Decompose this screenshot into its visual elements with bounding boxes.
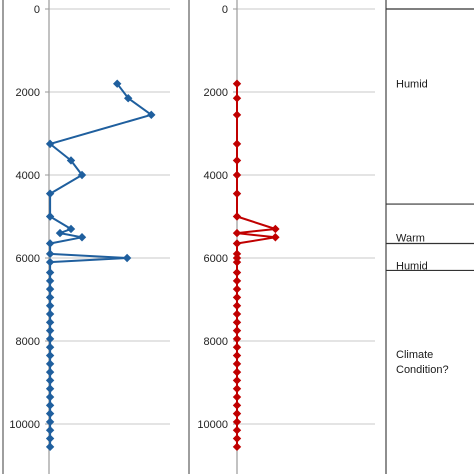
data-point-marker: [232, 367, 242, 377]
zone-label: Humid: [396, 78, 428, 90]
y-tick-label: 8000: [204, 336, 228, 348]
zone-label: Humid: [396, 260, 428, 272]
y-tick-label: 6000: [204, 253, 228, 265]
data-point-marker: [45, 249, 55, 259]
y-tick-label: 10000: [197, 419, 228, 431]
data-point-marker: [232, 257, 242, 267]
data-point-marker: [45, 257, 55, 267]
series-line: [49, 83, 153, 447]
y-tick-label: 6000: [16, 253, 40, 265]
data-point-marker: [232, 401, 242, 410]
y-tick-label: 2000: [204, 87, 228, 99]
data-point-marker: [232, 417, 242, 427]
data-point-marker: [45, 367, 55, 377]
data-point-marker: [232, 293, 242, 302]
data-point-marker: [77, 170, 87, 180]
data-point-marker: [271, 233, 280, 242]
data-point-marker: [45, 284, 55, 294]
data-point-marker: [45, 343, 55, 352]
data-point-marker: [55, 228, 65, 238]
data-point-marker: [45, 384, 55, 393]
y-tick-label: 8000: [16, 336, 40, 348]
y-tick-label: 4000: [16, 170, 40, 182]
data-point-marker: [113, 79, 122, 88]
data-point-marker: [124, 94, 133, 103]
data-point-marker: [232, 343, 242, 352]
panel-frames: [2, 0, 387, 474]
data-point-marker: [45, 359, 55, 369]
data-point-marker: [45, 139, 55, 149]
data-point-marker: [232, 276, 242, 286]
data-point-marker: [66, 156, 76, 165]
data-point-marker: [232, 326, 242, 335]
data-point-marker: [232, 228, 242, 238]
climate-zones: Humid Warm Humid Climate Condition?: [386, 8, 474, 376]
axis-lines: [45, 0, 238, 474]
data-point-marker: [232, 318, 242, 327]
y-tick-label: 2000: [16, 87, 40, 99]
data-point-marker: [271, 224, 280, 234]
series-group: [45, 79, 280, 452]
data-point-marker: [45, 426, 55, 435]
y-tick-label: 0: [34, 4, 40, 16]
data-point-marker: [45, 326, 55, 335]
data-point-marker: [45, 293, 55, 302]
data-point-marker: [45, 409, 55, 418]
data-point-marker: [45, 318, 55, 327]
data-point-marker: [45, 309, 55, 319]
data-point-marker: [232, 376, 242, 385]
data-point-marker: [232, 239, 242, 248]
zone-label-line: Climate: [396, 349, 433, 361]
data-point-marker: [232, 442, 242, 452]
data-point-marker: [147, 110, 156, 120]
series-line: [236, 83, 277, 447]
data-point-marker: [232, 284, 242, 294]
data-point-marker: [232, 426, 242, 435]
data-point-marker: [232, 170, 242, 180]
y-tick-label: 10000: [9, 419, 40, 431]
grid-lines: [49, 8, 375, 425]
y-tick-label: 4000: [204, 170, 228, 182]
data-point-marker: [232, 309, 242, 319]
data-point-marker: [45, 334, 55, 344]
data-point-marker: [232, 359, 242, 369]
data-point-marker: [45, 417, 55, 427]
data-point-marker: [232, 212, 242, 221]
data-point-marker: [45, 401, 55, 410]
y-tick-label: 0: [222, 4, 228, 16]
data-point-marker: [232, 268, 242, 277]
data-point-marker: [77, 233, 87, 242]
data-point-marker: [45, 301, 55, 310]
data-point-marker: [232, 334, 242, 344]
data-point-marker: [232, 351, 242, 360]
data-point-marker: [232, 384, 242, 393]
zone-label-line: Condition?: [396, 364, 449, 376]
data-point-marker: [232, 79, 242, 88]
data-point-marker: [232, 139, 242, 149]
data-point-marker: [232, 392, 242, 402]
data-point-marker: [45, 212, 55, 221]
data-point-marker: [232, 409, 242, 418]
data-point-marker: [45, 434, 55, 443]
data-point-marker: [232, 189, 242, 198]
data-point-marker: [45, 442, 55, 452]
data-point-marker: [45, 351, 55, 360]
data-point-marker: [45, 276, 55, 286]
data-point-marker: [232, 301, 242, 310]
zone-label: Warm: [396, 232, 425, 244]
data-point-marker: [45, 239, 55, 248]
data-point-marker: [232, 434, 242, 443]
data-point-marker: [45, 392, 55, 402]
data-point-marker: [45, 189, 55, 198]
data-point-marker: [232, 94, 242, 103]
data-point-marker: [45, 268, 55, 277]
data-point-marker: [232, 110, 242, 120]
data-point-marker: [232, 156, 242, 165]
tick-labels: 0 2000 4000 6000 8000 10000 0 2000 4000 6000 8000 1…: [9, 4, 228, 431]
data-point-marker: [66, 224, 76, 234]
data-point-marker: [45, 376, 55, 385]
data-point-marker: [122, 253, 132, 263]
